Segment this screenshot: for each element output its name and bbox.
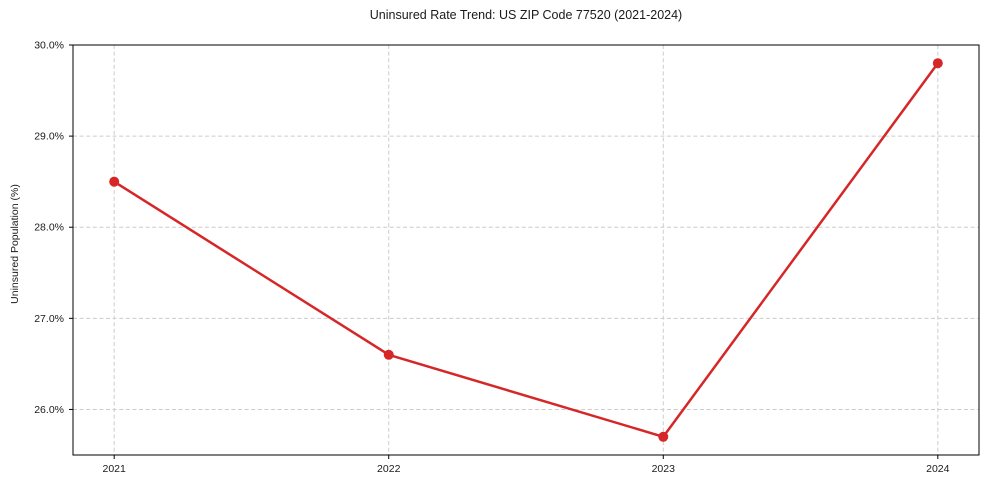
data-point — [658, 431, 669, 442]
y-tick-label: 27.0% — [34, 313, 64, 325]
x-tick-label: 2021 — [103, 463, 127, 475]
trend-line — [112, 61, 940, 439]
chart-title: Uninsured Rate Trend: US ZIP Code 77520 … — [369, 8, 683, 22]
data-point — [383, 349, 394, 360]
y-tick-label: 26.0% — [34, 404, 64, 416]
data-point — [109, 176, 120, 187]
x-tick-label: 2024 — [926, 463, 950, 475]
y-tick-label: 30.0% — [34, 40, 64, 52]
x-tick-label: 2023 — [652, 463, 676, 475]
y-tick-label: 29.0% — [34, 131, 64, 143]
y-tick-label: 28.0% — [34, 222, 64, 234]
x-tick-label: 2022 — [377, 463, 401, 475]
data-point — [932, 58, 943, 69]
axes-frame — [72, 44, 980, 456]
